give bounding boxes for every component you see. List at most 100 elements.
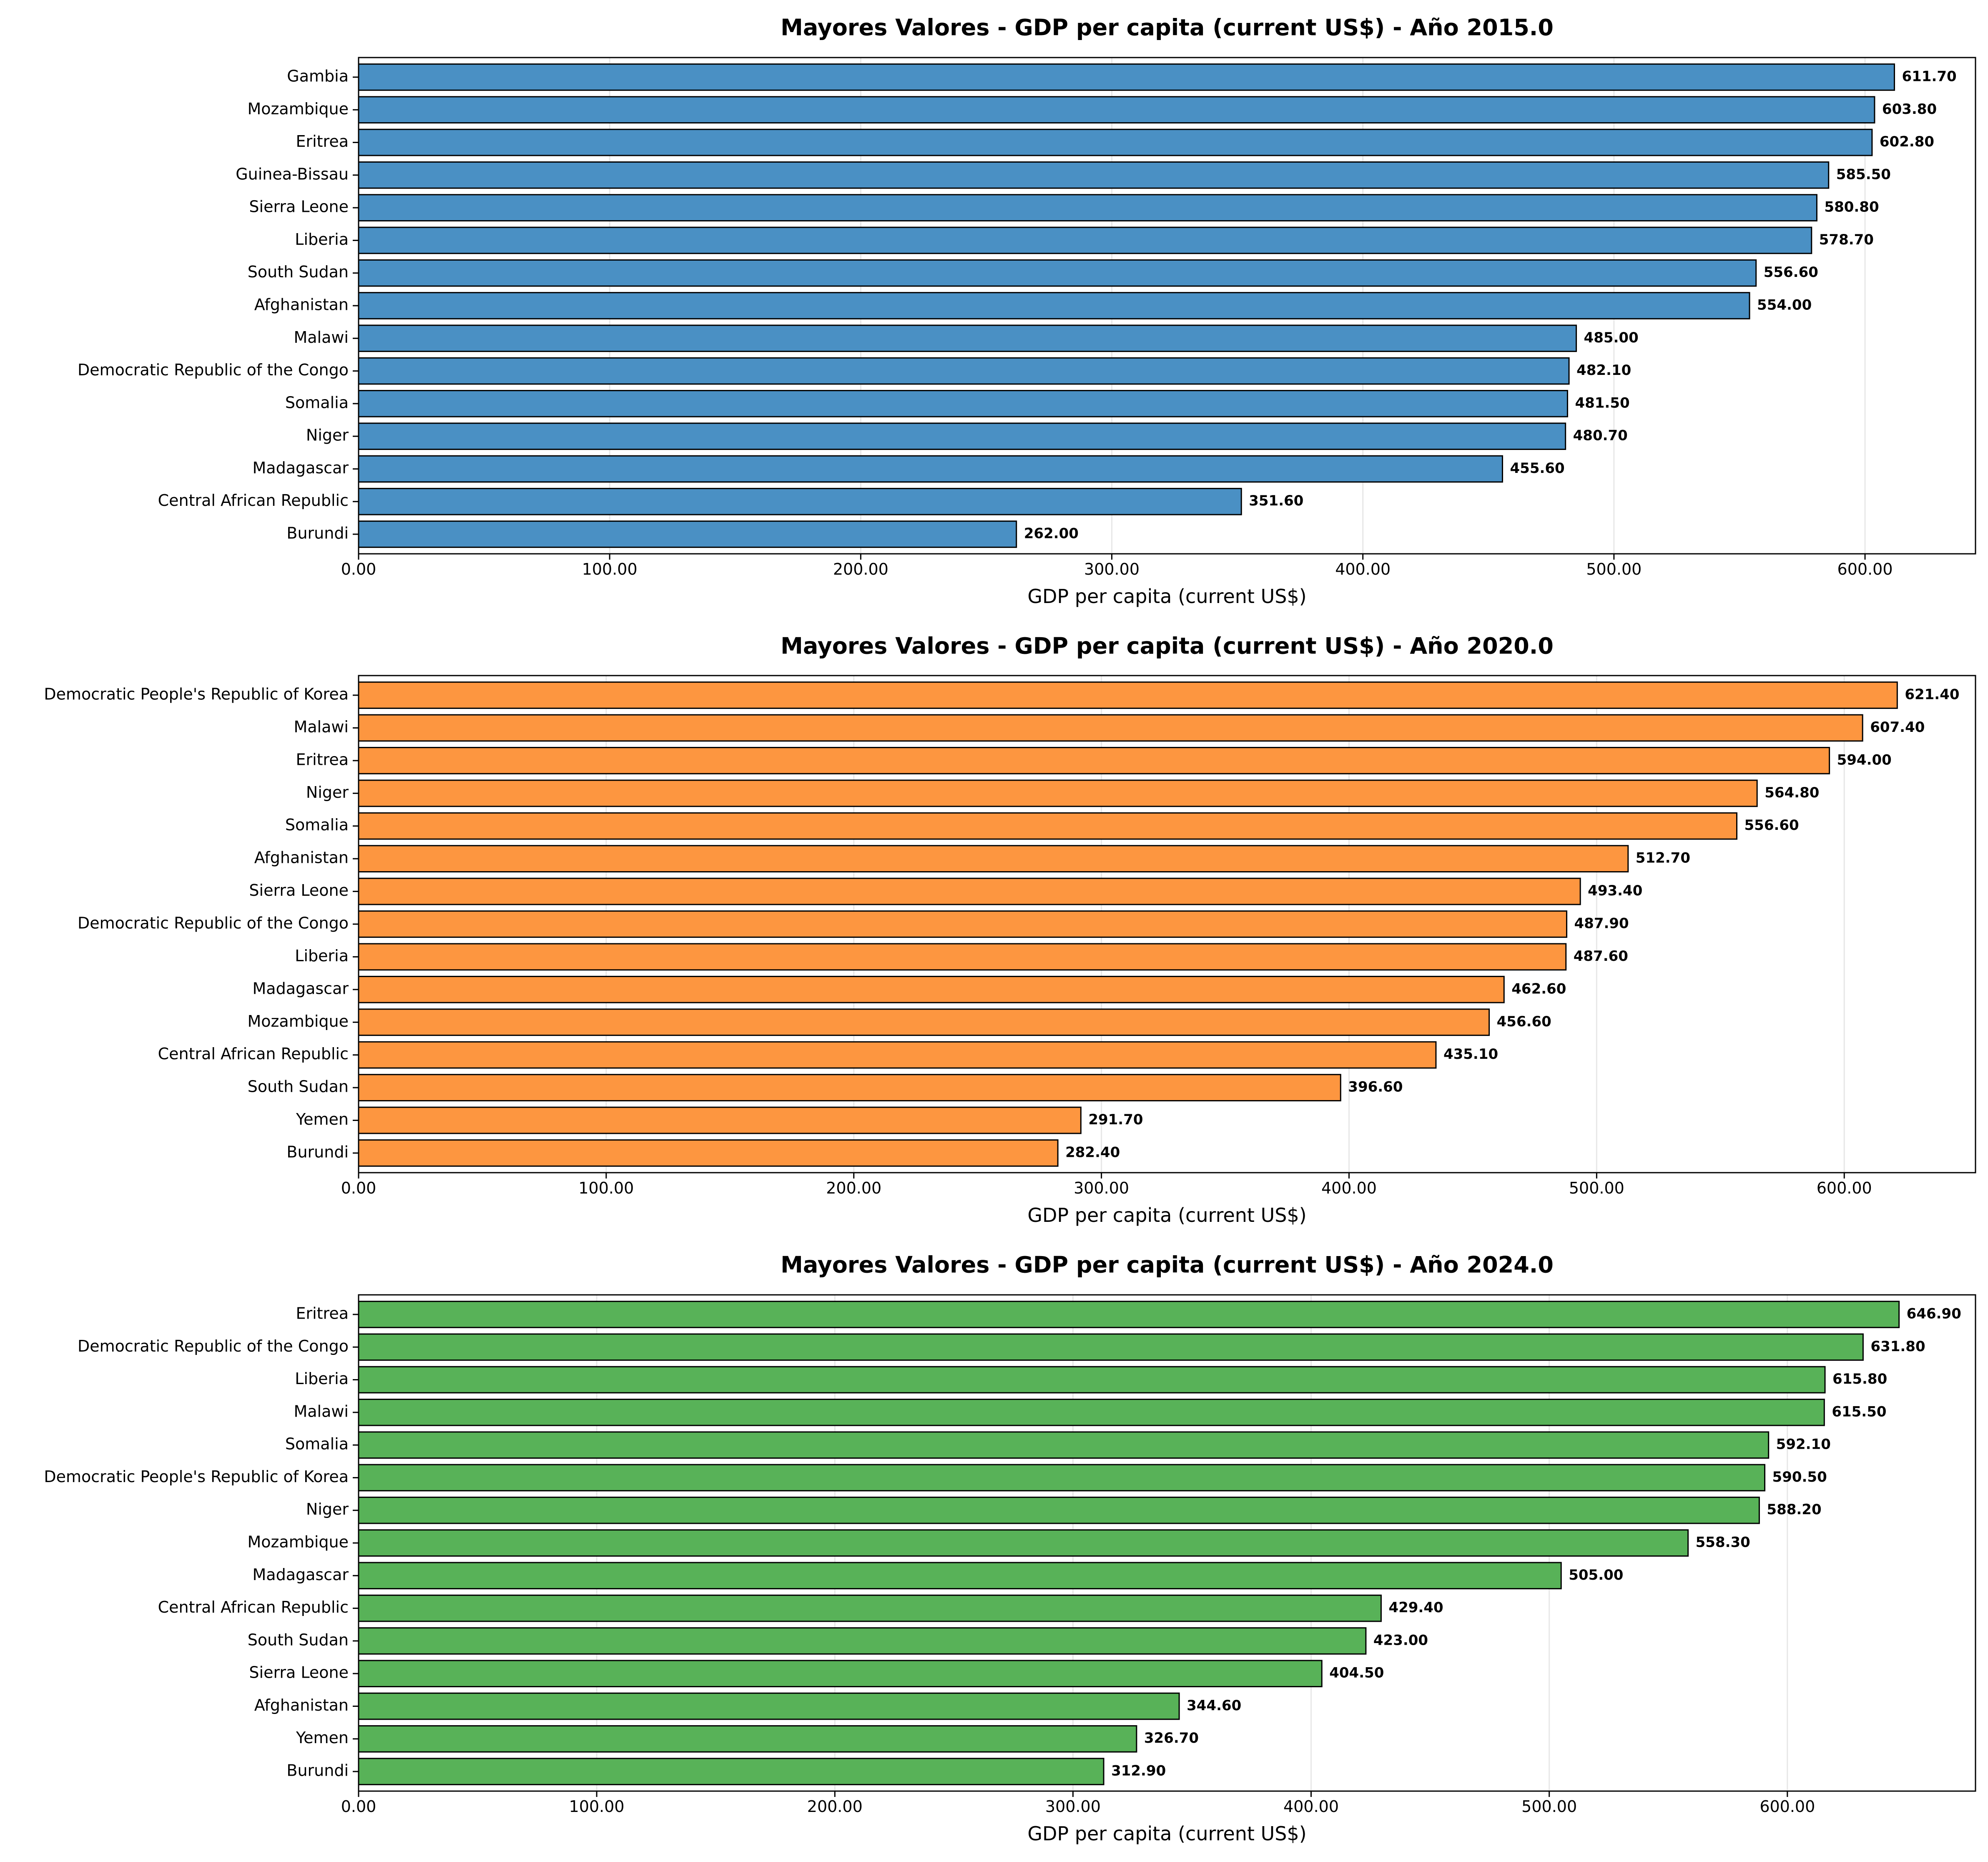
- x-tick-label: 500.00: [1521, 1797, 1577, 1816]
- plot-frame: [358, 675, 1976, 1173]
- x-tick-label: 200.00: [826, 1179, 881, 1197]
- category-label: Central African Republic: [158, 1045, 349, 1063]
- bar: [358, 390, 1568, 417]
- x-tick-label: 400.00: [1283, 1797, 1339, 1816]
- category-label: Democratic People's Republic of Korea: [44, 1467, 349, 1486]
- x-tick-label: 400.00: [1321, 1179, 1377, 1197]
- data-label: 482.10: [1576, 362, 1631, 379]
- bar: [358, 1301, 1900, 1328]
- bar: [358, 1562, 1562, 1590]
- bar: [358, 1041, 1437, 1069]
- data-label: 344.60: [1187, 1697, 1241, 1714]
- bar: [358, 975, 1505, 1003]
- bar: [358, 877, 1581, 905]
- data-label: 580.80: [1824, 199, 1879, 216]
- bar: [358, 1594, 1382, 1622]
- category-label: Madagascar: [253, 459, 349, 477]
- chart-panel-1: Mayores Valores - GDP per capita (curren…: [44, 633, 1976, 1226]
- x-tick-label: 200.00: [833, 560, 889, 578]
- category-label: Malawi: [294, 328, 349, 347]
- data-label: 291.70: [1088, 1111, 1143, 1128]
- data-label: 487.90: [1574, 915, 1629, 932]
- category-label: Democratic People's Republic of Korea: [44, 685, 349, 704]
- data-label: 556.60: [1764, 264, 1818, 281]
- data-label: 588.20: [1767, 1501, 1821, 1518]
- x-tick-label: 300.00: [1045, 1797, 1101, 1816]
- bar: [358, 1008, 1490, 1036]
- plot-frame: [358, 1294, 1976, 1792]
- data-label: 481.50: [1575, 395, 1629, 411]
- data-label: 462.60: [1511, 980, 1566, 997]
- data-label: 564.80: [1765, 784, 1819, 801]
- category-label: Sierra Leone: [249, 1663, 349, 1682]
- category-label: Sierra Leone: [249, 881, 349, 900]
- x-tick-label: 500.00: [1586, 560, 1642, 578]
- chart-panel-0: Mayores Valores - GDP per capita (curren…: [78, 15, 1976, 608]
- bar: [358, 779, 1758, 807]
- data-label: 485.00: [1584, 329, 1639, 346]
- x-tick-label: 100.00: [582, 560, 638, 578]
- bar: [358, 194, 1817, 221]
- bar: [358, 292, 1750, 319]
- category-label: Guinea-Bissau: [236, 165, 349, 183]
- category-label: Burundi: [286, 1143, 349, 1161]
- x-tick-label: 100.00: [569, 1797, 625, 1816]
- data-label: 512.70: [1636, 850, 1690, 867]
- data-label: 556.60: [1745, 817, 1799, 834]
- data-label: 455.60: [1510, 460, 1565, 477]
- bar: [358, 1529, 1689, 1557]
- x-axis-label: GDP per capita (current US$): [1027, 585, 1306, 608]
- category-label: Sierra Leone: [249, 198, 349, 216]
- category-label: Niger: [306, 783, 349, 802]
- data-label: 646.90: [1907, 1305, 1961, 1322]
- data-label: 558.30: [1696, 1534, 1750, 1551]
- data-label: 615.50: [1832, 1403, 1886, 1420]
- bar: [358, 1660, 1323, 1687]
- bar: [358, 1366, 1826, 1394]
- data-label: 621.40: [1905, 686, 1959, 703]
- bar: [358, 357, 1570, 385]
- data-label: 423.00: [1373, 1632, 1428, 1648]
- data-label: 611.70: [1902, 68, 1956, 85]
- bar: [358, 714, 1863, 742]
- category-label: Central African Republic: [158, 1598, 349, 1616]
- bar: [358, 1496, 1760, 1524]
- category-label: Eritrea: [296, 1304, 349, 1322]
- bar: [358, 422, 1566, 450]
- x-tick-label: 600.00: [1817, 1179, 1872, 1197]
- category-label: Yemen: [296, 1110, 349, 1128]
- data-label: 505.00: [1569, 1567, 1623, 1583]
- x-tick-label: 0.00: [341, 560, 377, 578]
- category-label: Somalia: [285, 816, 349, 834]
- category-label: South Sudan: [248, 1078, 349, 1096]
- bar: [358, 520, 1017, 548]
- bar: [358, 1139, 1059, 1167]
- data-label: 480.70: [1573, 427, 1628, 444]
- x-tick-label: 0.00: [341, 1179, 377, 1197]
- category-label: Liberia: [295, 947, 349, 965]
- bar: [358, 1431, 1770, 1459]
- bar: [358, 96, 1875, 124]
- bar: [358, 259, 1757, 287]
- chart-title: Mayores Valores - GDP per capita (curren…: [781, 1252, 1554, 1278]
- x-tick-label: 300.00: [1084, 560, 1140, 578]
- category-label: Liberia: [295, 230, 349, 249]
- category-label: Mozambique: [247, 1012, 349, 1030]
- category-label: Malawi: [294, 1402, 349, 1420]
- bar: [358, 1106, 1082, 1134]
- x-axis-label: GDP per capita (current US$): [1027, 1204, 1306, 1226]
- category-label: Burundi: [286, 524, 349, 543]
- data-label: 456.60: [1497, 1013, 1551, 1030]
- data-label: 592.10: [1776, 1436, 1831, 1453]
- bar: [358, 161, 1830, 189]
- bar: [358, 812, 1738, 840]
- bar: [358, 63, 1895, 91]
- bar: [358, 487, 1242, 515]
- bar: [358, 747, 1830, 774]
- category-label: Democratic Republic of the Congo: [78, 361, 349, 379]
- category-label: Madagascar: [253, 979, 349, 998]
- x-tick-label: 200.00: [807, 1797, 863, 1816]
- data-label: 396.60: [1348, 1079, 1403, 1096]
- category-label: Mozambique: [247, 1533, 349, 1551]
